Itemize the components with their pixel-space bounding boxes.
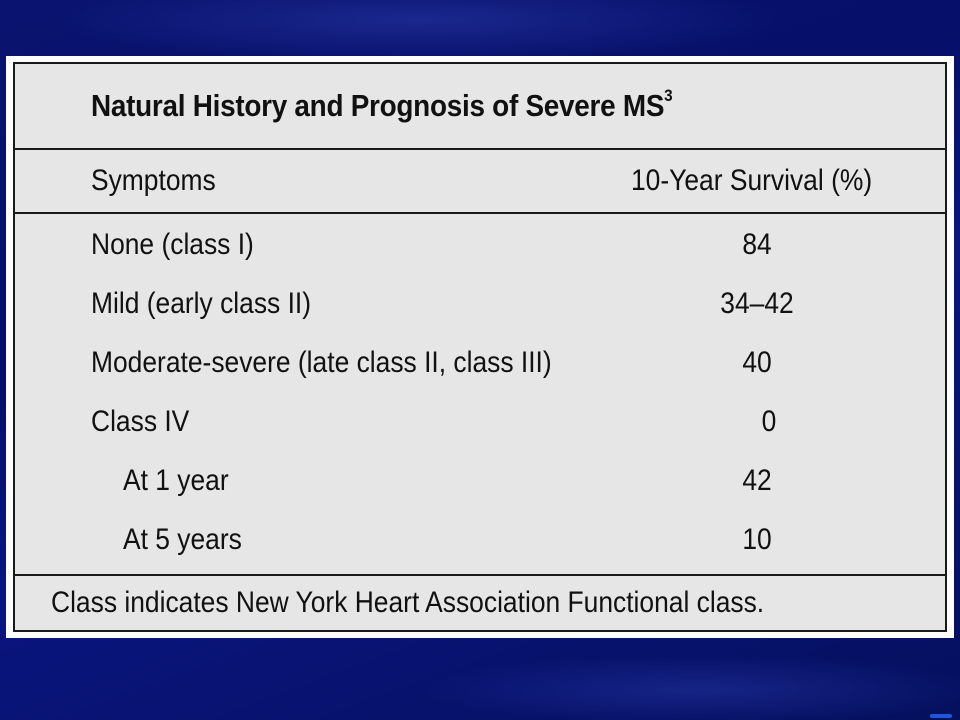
column-header-survival: 10-Year Survival (%)	[631, 164, 873, 197]
table-title-text: Natural History and Prognosis of Severe …	[91, 88, 665, 123]
symptoms-cell: Class IV	[91, 405, 190, 438]
table-title-row: Natural History and Prognosis of Severe …	[15, 64, 945, 150]
table-row: Moderate-severe (late class II, class II…	[15, 332, 945, 391]
symptoms-cell: Moderate-severe (late class II, class II…	[91, 346, 552, 379]
survival-cell: 10	[742, 523, 772, 556]
survival-cell: 84	[742, 228, 772, 261]
table-frame: Natural History and Prognosis of Severe …	[6, 56, 954, 638]
symptoms-cell: None (class I)	[91, 228, 254, 261]
symptoms-cell: At 1 year	[123, 464, 229, 497]
table-row: None (class I) 84	[15, 214, 945, 273]
survival-cell: 0	[761, 405, 777, 438]
table-body: None (class I) 84 Mild (early class II) …	[15, 214, 945, 574]
symptoms-cell: Mild (early class II)	[91, 287, 312, 320]
table-footnote-row: Class indicates New York Heart Associati…	[15, 574, 945, 630]
table-row: At 5 years 10	[15, 509, 945, 568]
table-row: Mild (early class II) 34–42	[15, 273, 945, 332]
survival-cell: 34–42	[720, 287, 794, 320]
corner-accent	[930, 714, 952, 718]
survival-cell: 42	[742, 464, 772, 497]
survival-cell: 40	[742, 346, 772, 379]
prognosis-table: Natural History and Prognosis of Severe …	[13, 62, 947, 632]
table-title: Natural History and Prognosis of Severe …	[91, 85, 673, 124]
column-header-symptoms: Symptoms	[91, 164, 216, 197]
table-title-reference: 3	[664, 85, 673, 105]
table-footnote: Class indicates New York Heart Associati…	[51, 586, 765, 619]
symptoms-cell: At 5 years	[123, 523, 242, 556]
table-row: Class IV 0	[15, 391, 945, 450]
table-row: At 1 year 42	[15, 450, 945, 509]
table-header-row: Symptoms 10-Year Survival (%)	[15, 150, 945, 214]
